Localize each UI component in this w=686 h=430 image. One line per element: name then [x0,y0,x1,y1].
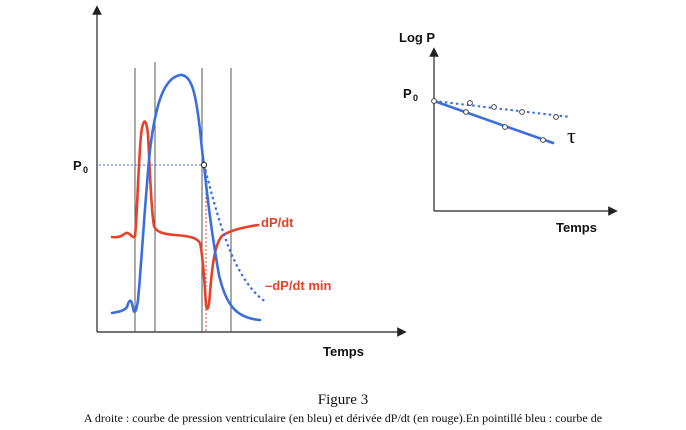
data-point [463,109,469,115]
left-x-axis-label: Temps [323,344,364,359]
caption-title: Figure 3 [317,392,369,408]
right-p0-subscript: 0 [413,93,418,103]
left-panel: P 0 dP/dt –dP/dt min Temps [73,5,407,359]
p0-marker [200,161,208,169]
caption-text: A droite : courbe de pression ventricula… [83,411,603,425]
pressure-curve [110,73,262,322]
dpdt-label: dP/dt [261,215,294,230]
data-point [540,137,546,143]
right-y-axis-label: Log P [399,30,435,45]
data-point [431,98,437,104]
data-point [519,109,525,115]
left-p0-subscript: 0 [83,165,88,175]
pressure-extrapolation [202,164,267,303]
data-point [502,124,508,130]
log-pressure-dotted-line [433,100,571,118]
data-point [553,114,559,120]
dpdt-min-label: –dP/dt min [265,278,332,293]
right-x-axis-label: Temps [556,220,597,235]
dpdt-curve [110,120,260,311]
data-point [491,104,497,110]
tau-symbol: τ [567,123,576,148]
log-pressure-line [432,99,555,145]
right-panel: Log P P 0 τ Temps [399,30,618,235]
data-point [467,100,473,106]
right-p0-label: P [403,86,412,101]
left-p0-label: P [73,158,82,173]
